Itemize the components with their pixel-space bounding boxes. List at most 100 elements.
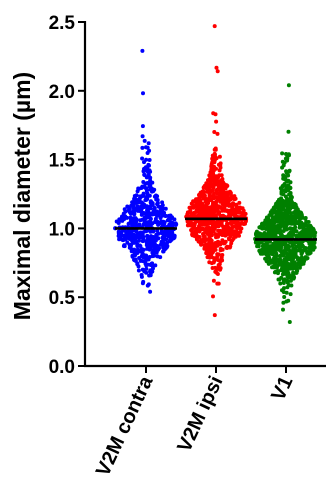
- data-point: [211, 111, 216, 116]
- data-point: [136, 264, 141, 269]
- data-point: [152, 194, 157, 199]
- data-point: [130, 253, 135, 258]
- data-point: [152, 206, 157, 210]
- data-point: [235, 224, 240, 229]
- data-point: [296, 221, 301, 226]
- data-point: [145, 220, 150, 225]
- data-point: [218, 246, 223, 251]
- data-point: [137, 238, 141, 243]
- data-point: [214, 256, 218, 261]
- data-point: [227, 237, 232, 242]
- data-point: [147, 158, 152, 162]
- data-point: [260, 247, 265, 252]
- data-point: [172, 233, 177, 238]
- data-point: [197, 193, 201, 197]
- data-point: [214, 119, 219, 124]
- data-point: [136, 268, 141, 273]
- data-point: [217, 232, 221, 237]
- data-point: [208, 179, 213, 184]
- data-point: [212, 130, 217, 134]
- data-point: [290, 215, 295, 220]
- data-point: [147, 273, 152, 278]
- data-point: [267, 232, 272, 237]
- data-point: [141, 279, 146, 284]
- data-point: [285, 179, 290, 183]
- data-point: [141, 237, 146, 242]
- data-point: [199, 222, 204, 227]
- data-point: [293, 215, 298, 220]
- data-point: [240, 211, 245, 215]
- data-point: [268, 249, 273, 254]
- data-point: [201, 212, 206, 217]
- data-point: [215, 131, 220, 136]
- data-point: [216, 162, 221, 167]
- data-point: [216, 209, 220, 214]
- data-point: [140, 48, 145, 53]
- data-point: [195, 197, 200, 202]
- data-point: [215, 187, 220, 192]
- data-point: [281, 250, 286, 255]
- data-point: [266, 261, 271, 266]
- data-point: [131, 203, 136, 208]
- data-point: [132, 247, 137, 252]
- data-point: [137, 256, 142, 260]
- data-point: [168, 238, 173, 243]
- data-point: [295, 207, 300, 212]
- data-point: [282, 182, 287, 186]
- data-point: [237, 221, 242, 226]
- y-tick-label: 2.0: [49, 82, 75, 103]
- data-point: [267, 239, 272, 244]
- data-point: [148, 262, 153, 267]
- data-point: [298, 216, 303, 221]
- data-point: [217, 168, 222, 173]
- data-point: [140, 156, 145, 161]
- data-point: [152, 246, 157, 250]
- y-axis-title: Maximal diameter (µm): [9, 72, 35, 320]
- data-point: [292, 254, 297, 259]
- data-point: [189, 222, 193, 227]
- data-point: [150, 242, 155, 247]
- data-point: [139, 200, 144, 205]
- data-point: [207, 255, 212, 260]
- data-point: [202, 183, 207, 188]
- data-point: [126, 221, 131, 226]
- data-point: [157, 246, 162, 251]
- data-point: [202, 208, 207, 213]
- data-point: [199, 242, 204, 247]
- data-point: [141, 91, 145, 96]
- data-point: [196, 239, 201, 244]
- data-point: [215, 267, 219, 271]
- data-point: [128, 211, 133, 216]
- data-point: [216, 281, 221, 286]
- data-point: [202, 236, 207, 241]
- data-point: [292, 222, 297, 227]
- data-point: [191, 199, 196, 204]
- data-point: [215, 69, 220, 74]
- data-point: [223, 185, 228, 190]
- data-point: [141, 193, 146, 198]
- data-point: [125, 240, 130, 245]
- data-point: [162, 220, 167, 225]
- data-point: [139, 234, 144, 239]
- data-point: [217, 192, 221, 197]
- data-point: [160, 207, 165, 212]
- data-point: [270, 208, 275, 213]
- data-point: [143, 261, 148, 266]
- data-point: [158, 255, 163, 260]
- data-point: [280, 223, 285, 227]
- data-point: [278, 262, 283, 267]
- data-point: [265, 250, 270, 255]
- data-point: [158, 216, 163, 220]
- data-point: [209, 207, 214, 211]
- data-point: [206, 185, 211, 190]
- data-point: [142, 215, 147, 220]
- data-point: [217, 154, 222, 159]
- data-point: [155, 198, 160, 202]
- data-point: [301, 261, 306, 266]
- data-point: [208, 174, 213, 179]
- data-point: [211, 171, 216, 176]
- data-point: [199, 207, 203, 212]
- data-point: [272, 254, 277, 259]
- data-point: [278, 197, 283, 202]
- data-point: [140, 267, 145, 272]
